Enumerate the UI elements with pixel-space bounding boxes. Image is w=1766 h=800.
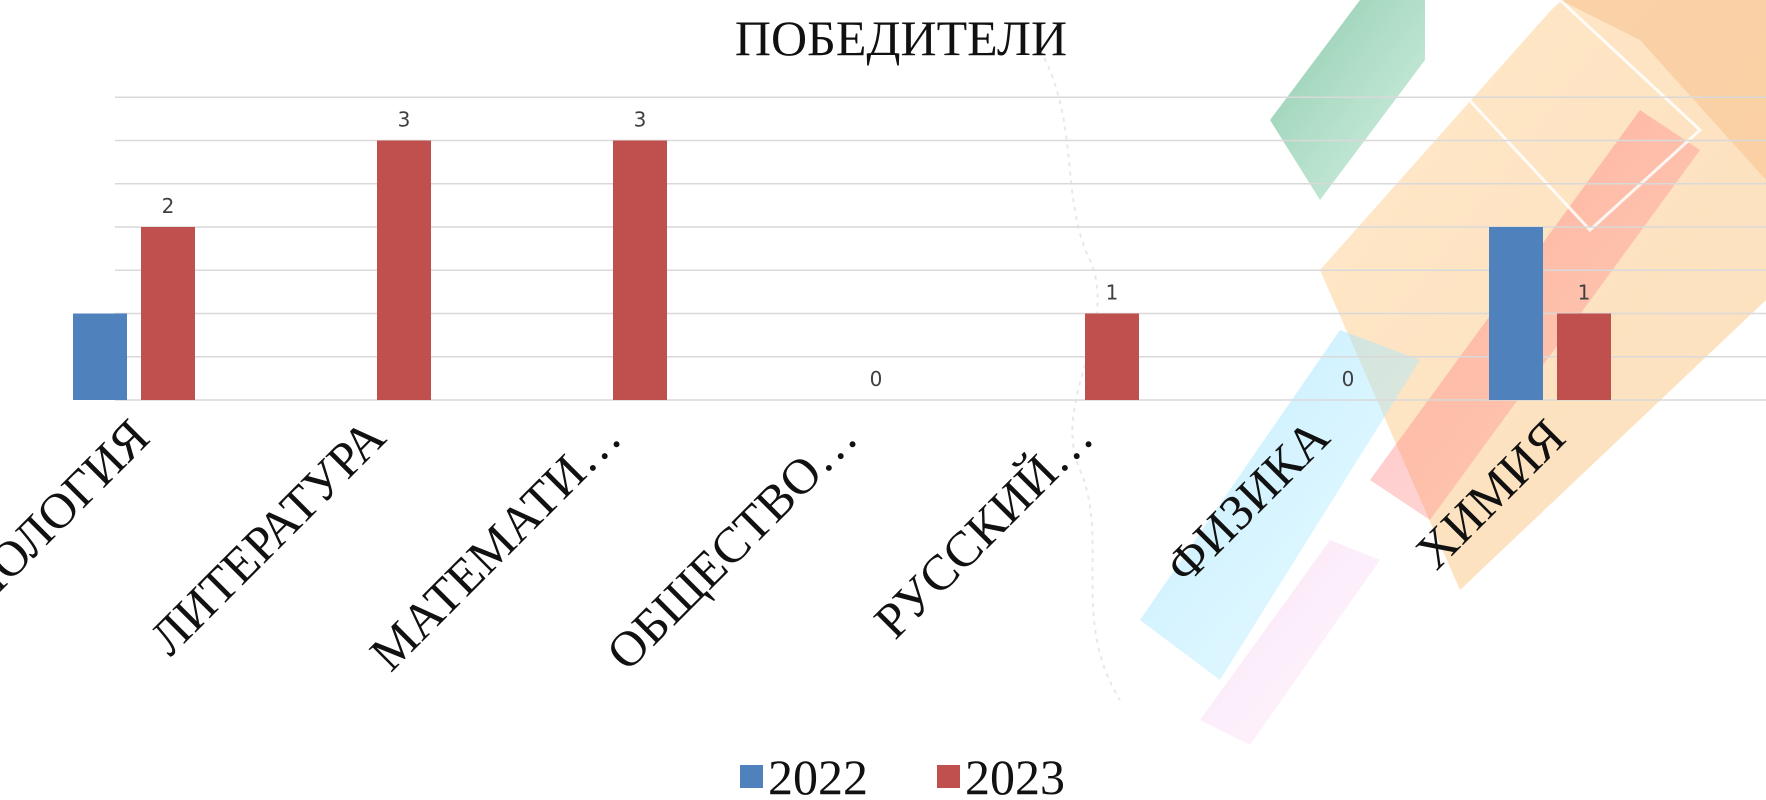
chart-title: ПОБЕДИТЕЛИ — [735, 10, 1067, 66]
bar-2023-0 — [141, 227, 195, 400]
data-label-2023-6: 1 — [1578, 281, 1591, 305]
legend-swatch-2023 — [937, 765, 960, 788]
data-label-2023-1: 3 — [398, 108, 411, 132]
data-labels: 2 3 3 0 1 0 1 — [162, 108, 1591, 392]
category-label-0: БИОЛОГИЯ — [0, 408, 160, 636]
bar-2023-4 — [1085, 313, 1139, 400]
category-label-1: ЛИТЕРАТУРА — [139, 408, 396, 665]
legend-label-2023: 2023 — [965, 749, 1065, 800]
bars — [73, 140, 1611, 400]
bar-2022-0 — [73, 313, 127, 400]
bar-2022-6 — [1489, 227, 1543, 400]
bar-2023-2 — [613, 140, 667, 400]
data-label-2023-2: 3 — [634, 108, 647, 132]
legend-swatch-2022 — [740, 765, 763, 788]
bg-map-outline — [1039, 49, 1121, 701]
bg-shape-pink — [1200, 540, 1380, 745]
data-label-2023-4: 1 — [1106, 281, 1119, 305]
legend-label-2022: 2022 — [768, 749, 868, 800]
bg-shape-orange-right — [1560, 0, 1766, 180]
bg-shape-green — [1270, 0, 1425, 200]
decorative-background — [1039, 0, 1766, 745]
category-label-3: ОБЩЕСТВО… — [595, 408, 867, 680]
bg-shape-cyan — [1140, 330, 1420, 680]
data-label-2023-3: 0 — [870, 367, 883, 391]
bar-2023-6 — [1557, 313, 1611, 400]
category-label-4: РУССКИЙ… — [863, 408, 1104, 649]
bar-2023-1 — [377, 140, 431, 400]
legend: 2022 2023 — [740, 749, 1065, 800]
data-label-2023-0: 2 — [162, 194, 175, 218]
category-label-2: МАТЕМАТИ… — [359, 408, 632, 681]
data-label-2023-5: 0 — [1342, 367, 1355, 391]
